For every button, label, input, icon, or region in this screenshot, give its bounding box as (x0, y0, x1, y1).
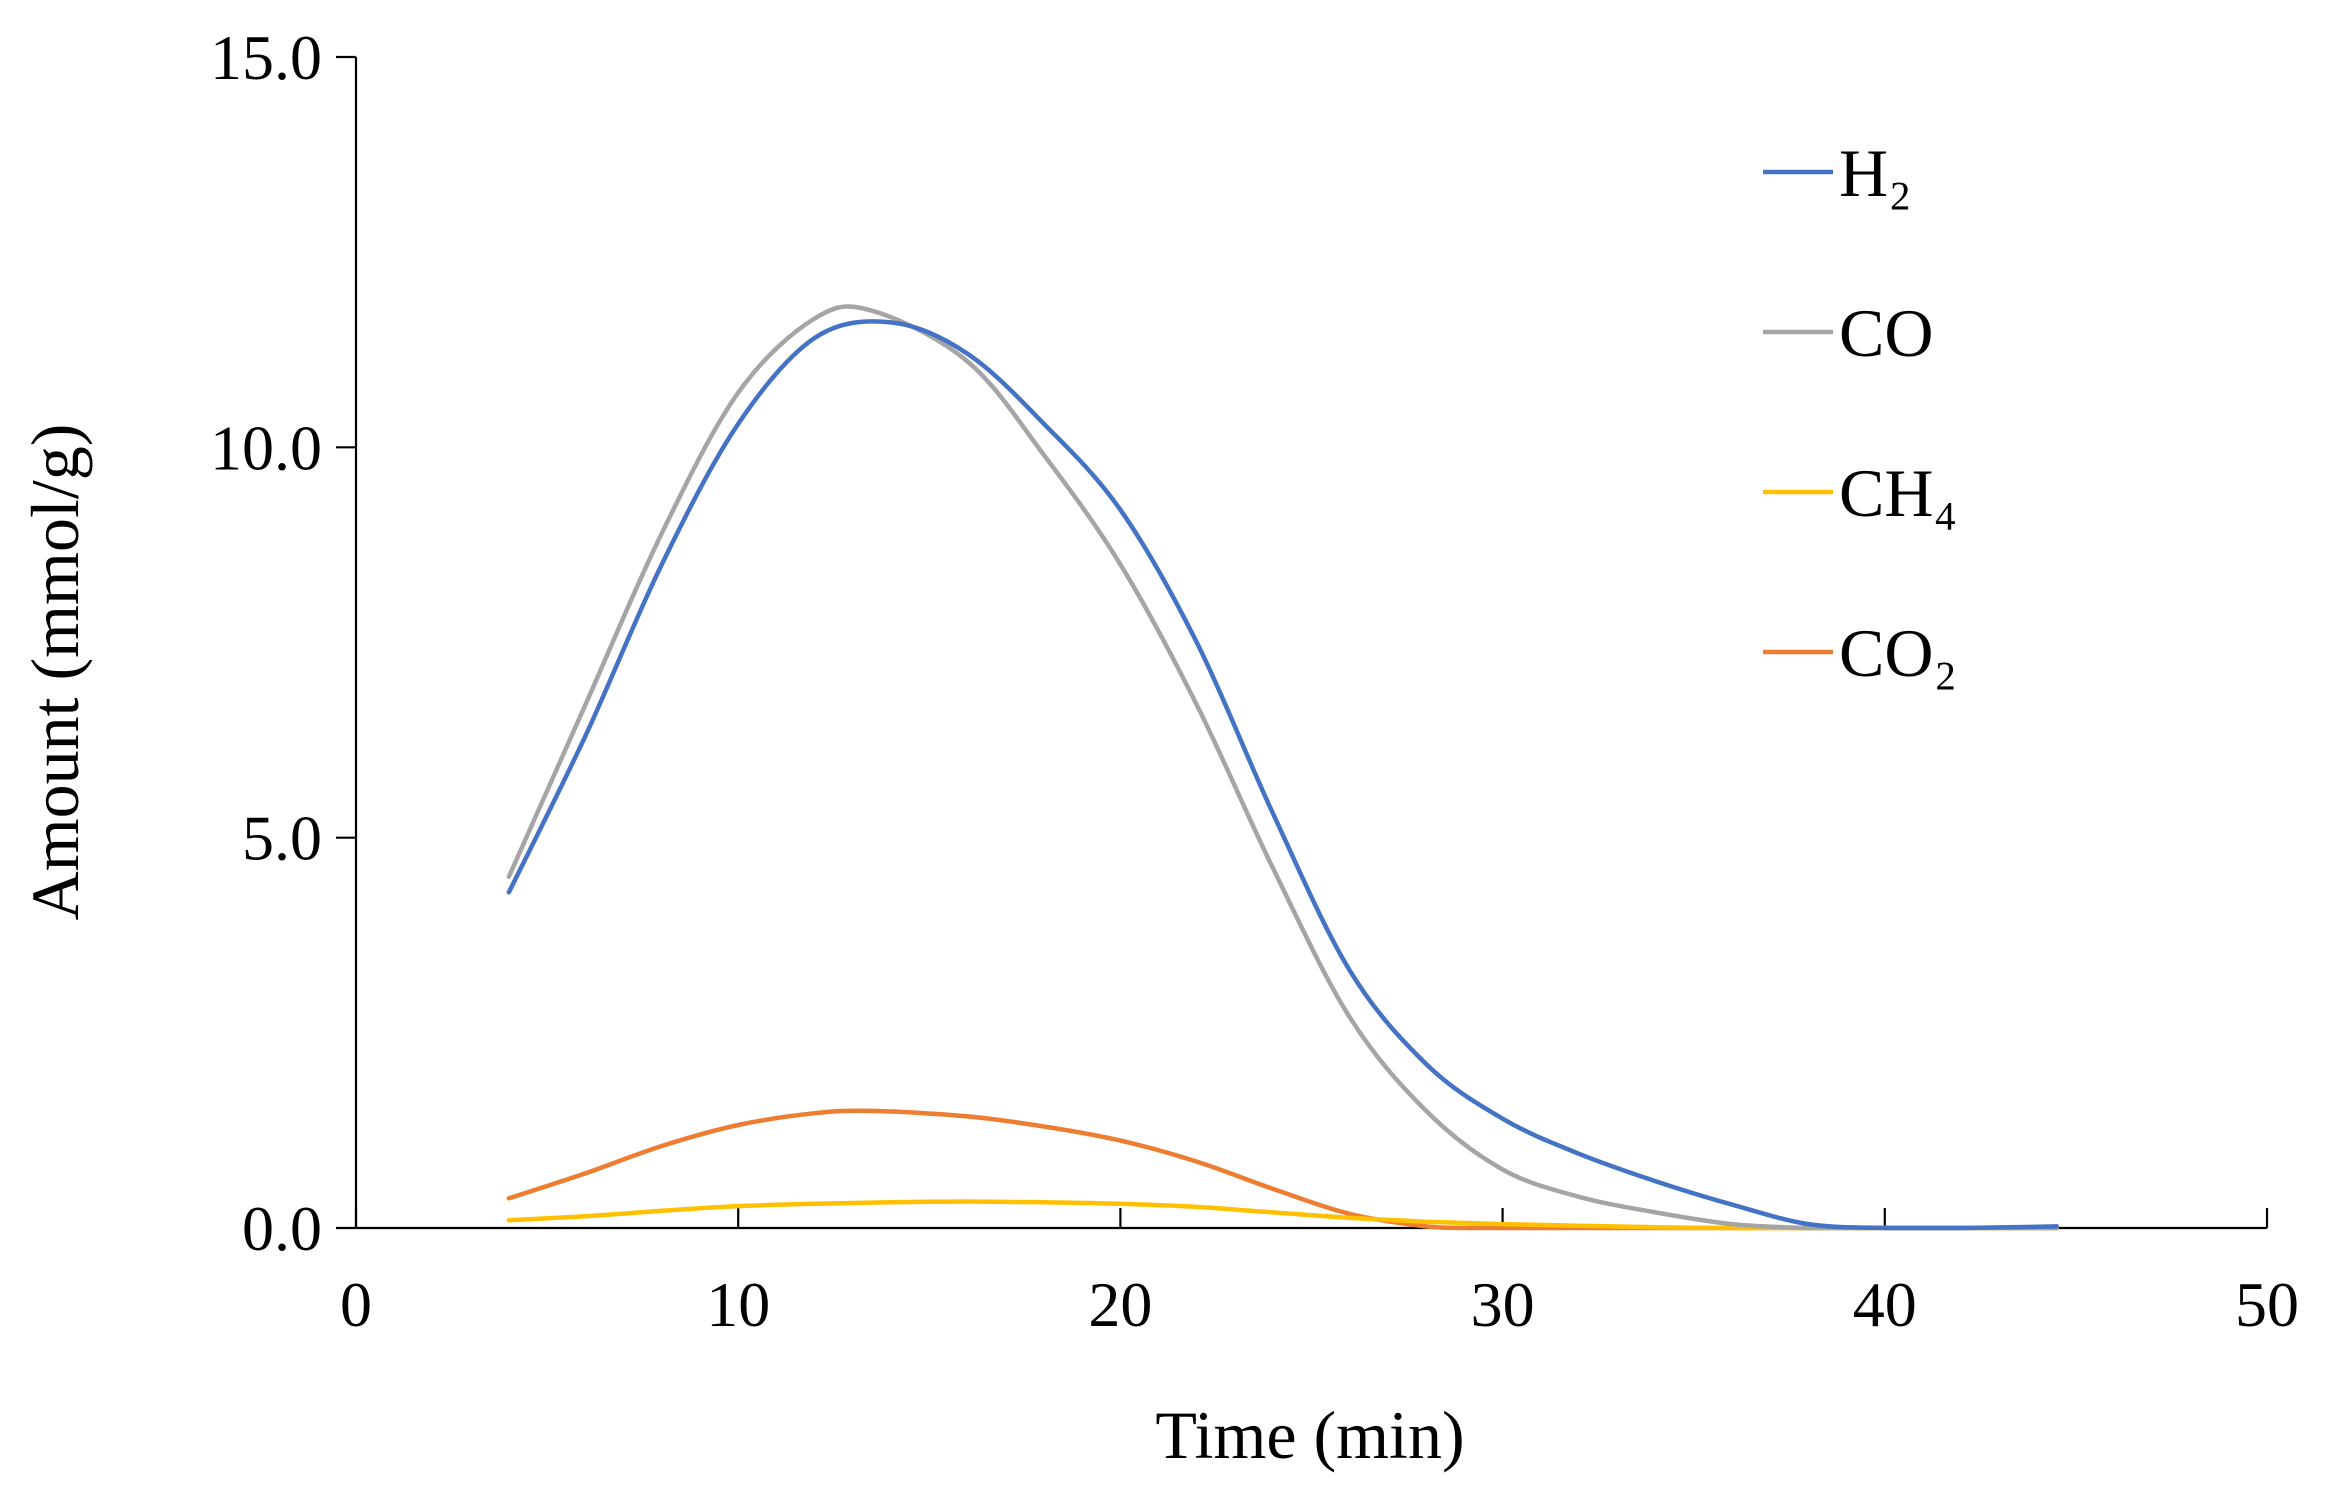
x-tick-label: 50 (2235, 1269, 2299, 1340)
y-axis-label: Amount (mmol/g) (17, 424, 93, 921)
legend-item-0: H₂ (1763, 135, 1912, 211)
legend-item-1: CO (1763, 295, 1933, 371)
x-ticks: 0 10 20 30 40 50 (340, 1208, 2299, 1340)
series-line-0 (506, 319, 2060, 1231)
legend: H₂ CO CH₄ CO₂ (1763, 135, 1957, 691)
x-tick-label: 30 (1471, 1269, 1535, 1340)
legend-item-2: CH₄ (1763, 455, 1957, 531)
x-tick-label: 0 (340, 1269, 372, 1340)
x-tick-label: 10 (706, 1269, 770, 1340)
series-lines (506, 304, 2060, 1231)
x-axis-label: Time (min) (1155, 1397, 1464, 1473)
y-tick-label: 5.0 (242, 803, 322, 874)
axes (354, 57, 2267, 1230)
y-tick-label: 15.0 (210, 22, 322, 93)
legend-label: CO₂ (1839, 615, 1957, 691)
x-tick-label: 40 (1853, 1269, 1917, 1340)
series-line-3 (506, 1108, 2060, 1231)
y-tick-label: 0.0 (242, 1193, 322, 1264)
legend-label: CH₄ (1839, 455, 1957, 531)
y-tick-label: 10.0 (210, 412, 322, 483)
series-line-1 (506, 304, 2060, 1231)
y-ticks: 0.0 5.0 10.0 15.0 (210, 22, 356, 1264)
legend-item-3: CO₂ (1763, 615, 1957, 691)
legend-label: CO (1839, 295, 1933, 371)
x-tick-label: 20 (1088, 1269, 1152, 1340)
legend-label: H₂ (1839, 135, 1912, 211)
